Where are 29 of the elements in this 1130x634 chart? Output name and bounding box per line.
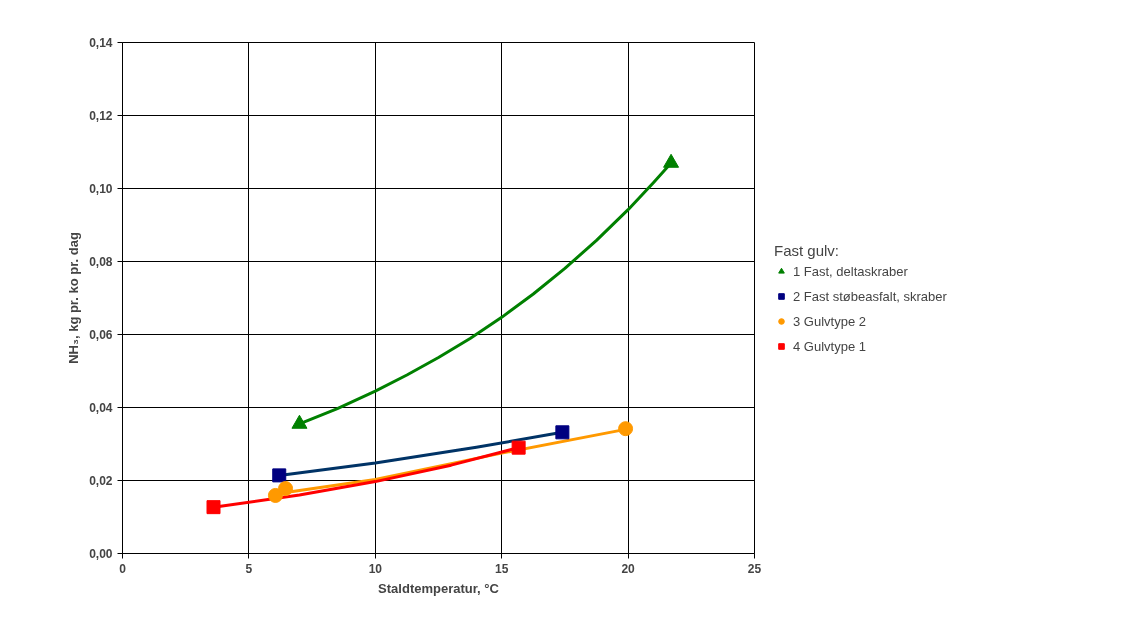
point <box>618 421 634 437</box>
y-tick-label: 0,08 <box>89 255 113 269</box>
point <box>272 468 287 483</box>
y-tick-label: 0,14 <box>89 36 113 50</box>
y-tick-label: 0,02 <box>89 474 113 488</box>
y-tick-label: 0,12 <box>89 109 113 123</box>
legend-title: Fast gulv: <box>774 241 841 259</box>
y-tick-label: 0,04 <box>89 401 113 415</box>
x-tick-label: 10 <box>368 561 383 576</box>
legend-label: 1 Fast, deltaskraber <box>793 263 908 279</box>
y-axis-title: NH₃, kg pr. ko pr. dag <box>66 232 82 364</box>
x-tick-label: 5 <box>245 561 253 576</box>
legend-label: 2 Fast støbeasfalt, skraber <box>793 288 947 304</box>
point <box>511 440 526 455</box>
x-axis-title: Staldtemperatur, °C <box>378 580 500 596</box>
legend-label: 4 Gulvtype 1 <box>793 338 866 354</box>
x-tick-label: 25 <box>747 561 762 576</box>
point <box>278 481 294 497</box>
y-tick-label: 0,10 <box>89 182 113 196</box>
x-tick-label: 15 <box>495 561 509 576</box>
point <box>663 153 680 168</box>
y-tick-label: 0,06 <box>89 328 113 342</box>
x-tick-label: 0 <box>119 561 127 576</box>
point <box>206 500 221 515</box>
point <box>267 487 283 503</box>
x-tick-label: 20 <box>621 561 636 576</box>
point <box>555 425 570 440</box>
legend-label: 3 Gulvtype 2 <box>793 313 866 329</box>
y-tick-label: 0,00 <box>89 547 113 561</box>
